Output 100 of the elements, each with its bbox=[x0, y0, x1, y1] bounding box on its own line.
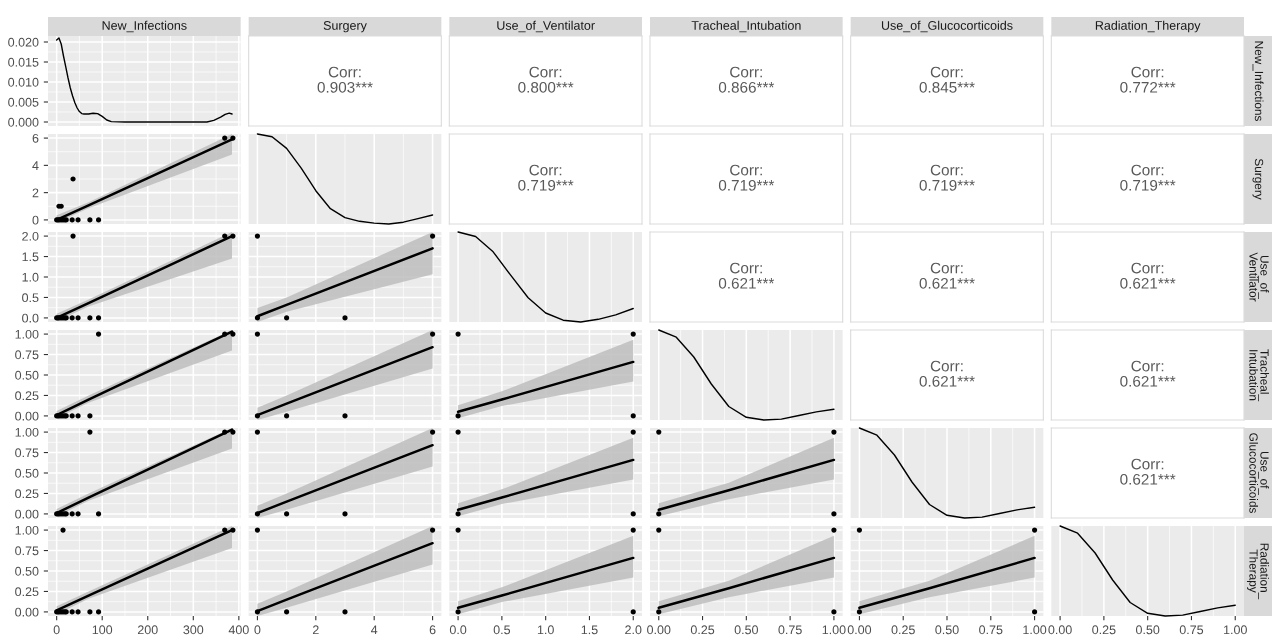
text: Corr: bbox=[1131, 164, 1164, 176]
y-tick-label: 0.50 bbox=[15, 468, 39, 478]
text: Corr: bbox=[1131, 458, 1164, 470]
x-tick-label: 0.75 bbox=[1179, 625, 1204, 635]
x-tick-label: 2.0 bbox=[625, 625, 642, 635]
x-tick-label: 0.50 bbox=[734, 625, 759, 635]
text: Corr: bbox=[1131, 360, 1164, 372]
x-tick-label: 2 bbox=[312, 625, 319, 635]
x-tick-label: 300 bbox=[183, 625, 204, 635]
y-tick-label: 0.00 bbox=[15, 607, 39, 617]
text: Radiation_Therapy bbox=[1095, 20, 1201, 33]
x-tick-label: 0.50 bbox=[935, 625, 959, 635]
text: 0.621*** bbox=[919, 277, 975, 289]
y-tick-label: 2 bbox=[32, 188, 39, 198]
text: 0.719*** bbox=[718, 179, 775, 191]
x-tick-label: 0.00 bbox=[647, 625, 671, 635]
text: 0.621*** bbox=[1120, 375, 1176, 387]
y-tick-label: 0.25 bbox=[15, 489, 39, 499]
y-tick-label: 4 bbox=[32, 161, 39, 170]
y-tick-label: 0.75 bbox=[15, 350, 39, 360]
x-tick-label: 0.00 bbox=[847, 625, 872, 635]
text: 0.719*** bbox=[518, 179, 574, 191]
y-tick-label: 0.00 bbox=[15, 509, 39, 519]
text: Use_of_Glucocorticoids bbox=[881, 20, 1013, 33]
text: Surgery bbox=[1252, 158, 1264, 200]
y-tick-label: 0.015 bbox=[8, 57, 39, 67]
y-tick-label: 1.5 bbox=[22, 252, 39, 262]
y-tick-label: 0.005 bbox=[8, 97, 39, 107]
text: Corr: bbox=[930, 262, 963, 274]
chart-title: New_Infections bbox=[102, 20, 187, 33]
text: Corr: bbox=[730, 262, 762, 274]
text: 0.719*** bbox=[1120, 179, 1176, 191]
x-tick-label: 6 bbox=[429, 625, 436, 635]
x-tick-label: 4 bbox=[371, 625, 378, 635]
y-tick-label: 0 bbox=[32, 215, 39, 225]
y-tick-label: 1.00 bbox=[15, 525, 39, 535]
y-tick-label: 0.75 bbox=[15, 546, 39, 556]
y-tick-label: 0.50 bbox=[15, 370, 39, 380]
text: 0.719*** bbox=[919, 179, 975, 191]
text: 0.800*** bbox=[518, 81, 574, 93]
text: Corr: bbox=[930, 360, 963, 372]
text: Corr: bbox=[529, 164, 562, 176]
y-tick-label: 0.010 bbox=[8, 77, 39, 87]
text: Corr: bbox=[529, 66, 562, 78]
x-tick-label: 0 bbox=[53, 625, 60, 635]
text: New_Infections bbox=[1252, 41, 1264, 121]
x-tick-label: 0.00 bbox=[1048, 625, 1072, 635]
text: Corr: bbox=[1131, 66, 1164, 78]
x-tick-label: 400 bbox=[228, 625, 249, 635]
y-tick-label: 1.00 bbox=[15, 329, 39, 339]
y-tick-label: 0.000 bbox=[8, 117, 39, 127]
y-tick-label: 0.25 bbox=[15, 391, 39, 401]
y-tick-label: 0.5 bbox=[22, 293, 39, 303]
text: 0.845*** bbox=[919, 81, 975, 93]
text: Corr: bbox=[1131, 262, 1164, 274]
x-tick-label: 0.50 bbox=[1135, 625, 1160, 635]
text: Surgery bbox=[323, 21, 367, 33]
x-tick-label: 0 bbox=[254, 625, 261, 635]
text: Corr: bbox=[930, 164, 963, 176]
x-tick-label: 200 bbox=[137, 625, 158, 635]
x-tick-label: 1.00 bbox=[1224, 625, 1247, 635]
text: Use_of_Ventilator bbox=[1249, 252, 1269, 302]
text: 0.772*** bbox=[1120, 81, 1176, 93]
text: 0.903*** bbox=[317, 81, 373, 93]
text: Use_of_Ventilator bbox=[497, 20, 595, 33]
text: 0.621*** bbox=[1120, 277, 1176, 289]
text: Use_of_Glucocorticoids bbox=[1249, 433, 1269, 513]
y-tick-label: 1.0 bbox=[22, 272, 39, 282]
y-tick-label: 1.00 bbox=[15, 427, 39, 437]
x-tick-label: 100 bbox=[92, 625, 113, 635]
y-tick-label: 0.75 bbox=[15, 448, 39, 458]
text: Tracheal_Intubation bbox=[1249, 349, 1270, 402]
y-tick-label: 0.50 bbox=[15, 566, 39, 576]
x-tick-label: 1.5 bbox=[581, 625, 598, 635]
y-tick-label: 0.0 bbox=[22, 313, 39, 323]
text: Corr: bbox=[930, 66, 963, 78]
text: Tracheal_Intubation bbox=[691, 20, 801, 33]
x-tick-label: 1.0 bbox=[537, 625, 554, 635]
text: Corr: bbox=[730, 66, 762, 78]
y2-axis-title: Radiation_Therapy bbox=[1246, 543, 1270, 600]
y-tick-label: 2.0 bbox=[22, 231, 39, 241]
x-tick-label: 1.00 bbox=[822, 625, 846, 635]
y-tick-label: 6 bbox=[32, 133, 39, 143]
x-tick-label: 0.25 bbox=[690, 625, 715, 635]
text: Corr: bbox=[328, 66, 361, 78]
x-tick-label: 0.75 bbox=[979, 625, 1003, 635]
text: 0.621*** bbox=[1120, 473, 1176, 485]
text: 0.621*** bbox=[718, 277, 775, 289]
x-tick-label: 0.25 bbox=[891, 625, 915, 635]
x-tick-label: 0.75 bbox=[778, 625, 802, 635]
text: 0.866*** bbox=[718, 81, 775, 93]
text: 0.621*** bbox=[919, 375, 975, 387]
y-tick-label: 0.25 bbox=[15, 587, 39, 597]
text: Corr: bbox=[730, 164, 762, 176]
x-tick-label: 0.25 bbox=[1092, 625, 1116, 635]
x-tick-label: 0.0 bbox=[449, 625, 467, 635]
x-tick-label: 0.5 bbox=[493, 625, 511, 635]
x-tick-label: 1.00 bbox=[1023, 625, 1047, 635]
y-tick-label: 0.00 bbox=[15, 411, 39, 421]
y-tick-label: 0.020 bbox=[8, 37, 39, 47]
